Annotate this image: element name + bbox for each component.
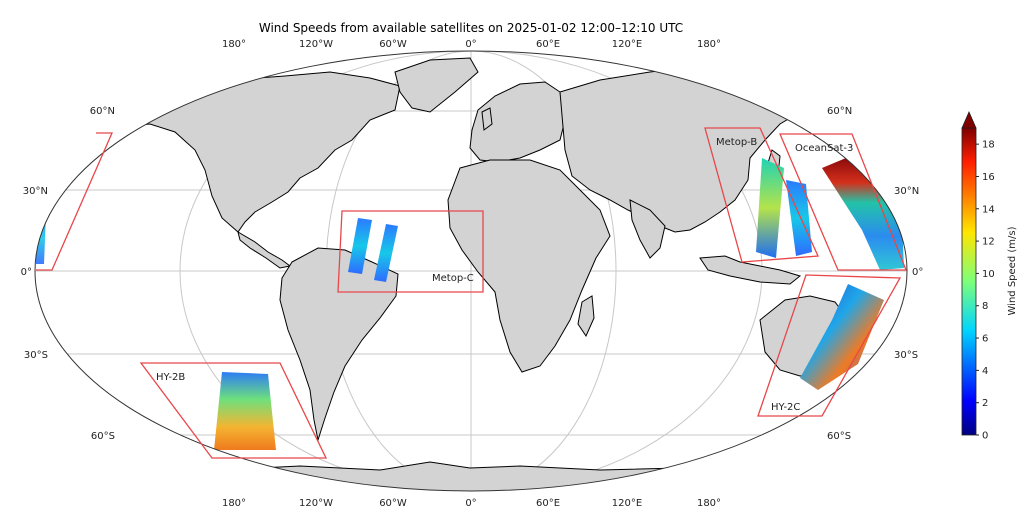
lon-top-120w: 120°W (299, 39, 333, 50)
box-metop-b (704, 127, 819, 263)
lat-right-60s: 60°S (827, 431, 851, 442)
swath-hy2b (214, 372, 276, 450)
lon-bottom-60e: 60°E (536, 498, 560, 509)
lat-right-30s: 30°S (894, 350, 918, 361)
lon-top-0: 0° (465, 39, 476, 50)
colorbar-gradient (961, 127, 977, 436)
colorbar-tick-label: 10 (982, 269, 995, 280)
map-title: Wind Speeds from available satellites on… (259, 21, 683, 35)
label-metop-c: Metop-C (432, 273, 474, 284)
swath-metop-c-2 (374, 224, 398, 282)
label-metop-b: Metop-B (716, 137, 757, 148)
lon-bottom-180e: 180° (697, 498, 721, 509)
lon-bottom-180w: 180° (222, 498, 246, 509)
box-metop-c (337, 210, 484, 293)
lon-bottom-120e: 120°E (612, 498, 642, 509)
lon-bottom-120w: 120°W (299, 498, 333, 509)
colorbar-tick-label: 16 (982, 172, 995, 183)
lon-top-60e: 60°E (536, 39, 560, 50)
lon-labels-bottom: 180° 120°W 60°W 0° 60°E 120°E 180° (222, 498, 721, 509)
lon-top-60w: 60°W (379, 39, 407, 50)
lat-right-60n: 60°N (827, 106, 852, 117)
lat-left-60s: 60°S (91, 431, 115, 442)
region-boxes (36, 127, 907, 459)
colorbar-tick-label: 4 (982, 366, 988, 377)
lon-bottom-0: 0° (465, 498, 476, 509)
lat-left-0: 0° (21, 267, 32, 278)
lon-bottom-60w: 60°W (379, 498, 407, 509)
colorbar-tick-label: 8 (982, 301, 988, 312)
lon-top-120e: 120°E (612, 39, 642, 50)
colorbar-tick-label: 18 (982, 140, 995, 151)
lat-labels-left: 60°N 30°N 0° 30°S 60°S (21, 106, 115, 442)
colorbar-extend-arrow (961, 111, 977, 129)
colorbar-label: Wind Speed (m/s) (1007, 226, 1018, 315)
lat-labels-right: 60°N 30°N 0° 30°S 60°S (827, 106, 923, 442)
lon-top-180w: 180° (222, 39, 246, 50)
antarctica (139, 461, 821, 491)
north-america (108, 71, 401, 233)
satellite-swaths (36, 158, 904, 450)
lat-left-60n: 60°N (90, 106, 115, 117)
label-oceansat-3: OceanSat-3 (795, 143, 853, 154)
globe-outline (34, 50, 908, 492)
lat-right-0: 0° (912, 267, 923, 278)
madagascar (577, 295, 595, 338)
swath-hy2c (800, 284, 884, 390)
colorbar-tick-label: 2 (982, 398, 988, 409)
box-oceansat-3 (779, 133, 907, 271)
swath-metop-b-1 (756, 158, 784, 258)
box-west-edge (36, 132, 113, 271)
colorbar-tick-label: 6 (982, 334, 988, 345)
colorbar-tick-label: 12 (982, 237, 995, 248)
box-hy2b (139, 362, 328, 459)
label-hy2c: HY-2C (771, 402, 800, 413)
lat-right-30n: 30°N (894, 186, 919, 197)
box-hy2c (757, 274, 902, 417)
southeast-asia-islands (699, 255, 802, 285)
label-hy2b: HY-2B (156, 372, 185, 383)
colorbar-tick-label: 14 (982, 204, 995, 215)
lat-left-30n: 30°N (23, 186, 48, 197)
colorbar-ticks: 0 2 4 6 8 10 12 14 16 18 (976, 140, 995, 442)
uk (481, 107, 493, 131)
africa (447, 159, 611, 373)
central-america (237, 230, 292, 269)
lon-top-180e: 180° (697, 39, 721, 50)
lon-labels-top: 180° 120°W 60°W 0° 60°E 120°E 180° (222, 39, 721, 50)
greenland (394, 57, 479, 113)
south-america (279, 247, 399, 442)
swath-metop-c-1 (348, 218, 372, 274)
new-zealand (857, 370, 873, 404)
india (629, 199, 666, 259)
europe (469, 81, 566, 163)
lat-left-30s: 30°S (24, 350, 48, 361)
colorbar-tick-label: 0 (982, 431, 988, 442)
colorbar: 0 2 4 6 8 10 12 14 16 18 Wind Speed (m/s) (961, 111, 1018, 442)
